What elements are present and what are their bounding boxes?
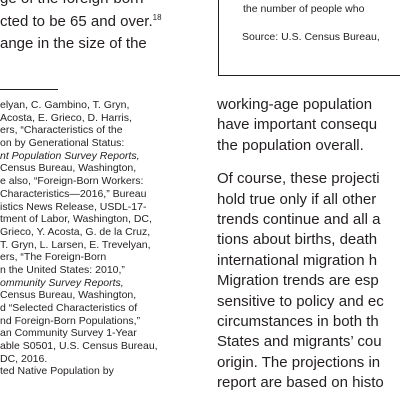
footnote-ref-18: 18 — [152, 12, 162, 22]
footnote-line: DC, 2016. — [0, 352, 48, 365]
paragraph-2-line: origin. The projections in — [217, 353, 381, 371]
footnote-line: ers, “Characteristics of the — [0, 124, 123, 137]
right-body-text: working-age population have important co… — [217, 95, 400, 393]
left-body-line-2: cted to be 65 and over.18 — [0, 11, 200, 34]
footnote-line: nt Population Survey Reports, — [0, 150, 200, 163]
footnote-italic-title: nt Population Survey Reports, — [0, 149, 140, 162]
paragraph-1-line: have important consequ — [217, 116, 378, 134]
paragraph-2-line: circumstances in both th — [217, 312, 379, 330]
figure-source-text: Source: U.S. Census Bureau, — [242, 31, 380, 43]
footnote-line: Characteristics—2016,” Bureau — [0, 187, 147, 200]
footnote-line: Acosta, E. Grieco, D. Harris, — [0, 111, 132, 124]
paragraph-2-line: States and migrants’ cou — [217, 333, 382, 351]
paragraph-2-line: report are based on histo — [217, 374, 384, 392]
footnote-line: d “Selected Characteristics of — [0, 302, 138, 314]
paragraph-2-line: trends continue and all a — [217, 210, 381, 228]
paragraph-2-line: Migration trends are esp — [217, 272, 379, 290]
figure-note-box: the number of people who Source: U.S. Ce… — [218, 0, 400, 76]
footnote-line: tment of Labor, Washington, DC, — [0, 213, 152, 226]
footnote-line: Census Bureau, Washington, — [0, 289, 137, 302]
footnote-italic-title: ommunity Survey Reports, — [0, 276, 124, 289]
footnote-line: Grieco, Y. Acosta, G. de la Cruz, — [0, 225, 151, 238]
paragraph-1-line: the population overall. — [217, 136, 364, 154]
left-body-line-1: ge of the foreign-born — [0, 0, 200, 11]
footnote-line: ted Native Population by — [0, 365, 114, 378]
footnote-line: Census Bureau, Washington, — [0, 162, 137, 175]
paragraph-2-line: sensitive to policy and ec — [217, 292, 384, 310]
footnote-line: ers, “The Foreign-Born — [0, 251, 107, 264]
footnote-divider — [0, 89, 58, 90]
paragraph-2-line: tions about births, death — [217, 231, 378, 249]
paragraph-gap — [217, 156, 400, 169]
footnotes-block: elyan, C. Gambino, T. Gryn, Acosta, E. G… — [0, 99, 200, 378]
footnote-line: T. Gryn, L. Larsen, E. Trevelyan, — [0, 238, 151, 251]
left-body-line-2-text: cted to be 65 and over. — [0, 12, 153, 30]
paragraph-2-line: hold true only if all other — [217, 190, 377, 208]
left-body-text: ge of the foreign-born cted to be 65 and… — [0, 0, 200, 56]
left-body-line-3: ange in the size of the — [0, 35, 147, 52]
footnote-line: nd Foreign-Born Populations,” — [0, 314, 141, 327]
paragraph-1-line: working-age population — [217, 96, 373, 113]
footnote-line: istics News Release, USDL-17- — [0, 200, 147, 213]
paragraph-2-line: Of course, these projecti — [217, 170, 380, 188]
footnote-line: n the United States: 2010,” — [0, 263, 125, 276]
figure-note-text: the number of people who — [243, 3, 365, 15]
footnote-line: able S0501, U.S. Census Bureau, — [0, 340, 158, 353]
left-column: ge of the foreign-born cted to be 65 and… — [0, 0, 200, 378]
paragraph-2-line: international migration h — [217, 251, 378, 269]
footnote-line: on by Generational Status: — [0, 137, 125, 150]
footnote-line: an Community Survey 1-Year — [0, 327, 137, 340]
footnote-line: e also, “Foreign-Born Workers: — [0, 175, 144, 188]
footnote-line: ommunity Survey Reports, — [0, 277, 200, 290]
footnote-line: elyan, C. Gambino, T. Gryn, — [0, 99, 130, 111]
